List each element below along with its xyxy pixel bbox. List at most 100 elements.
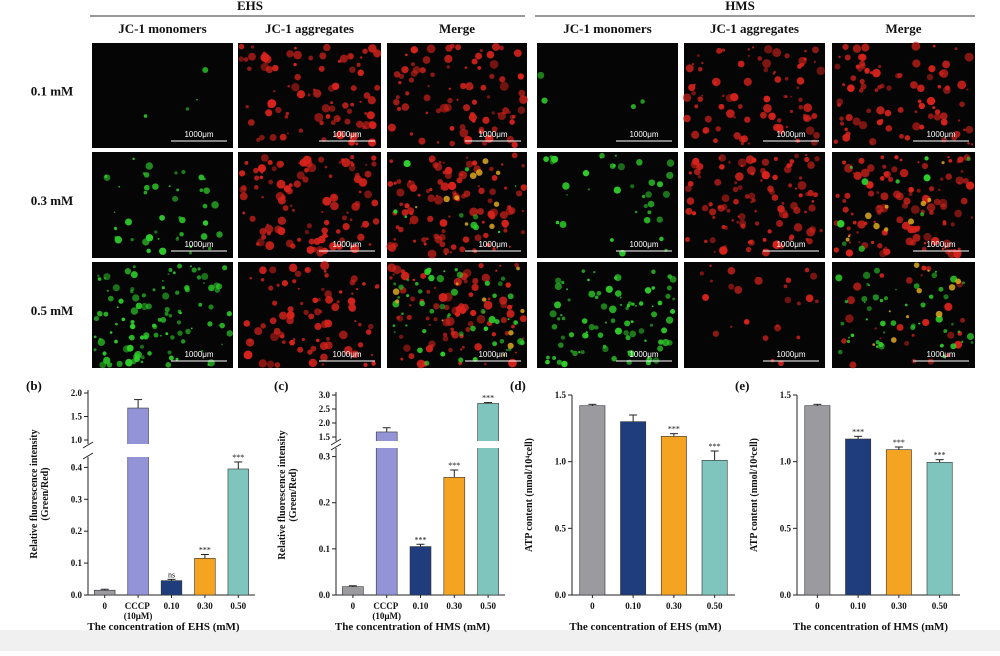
speckle bbox=[143, 332, 150, 339]
speckle bbox=[845, 237, 850, 242]
speckle bbox=[940, 345, 943, 348]
speckle bbox=[265, 109, 273, 117]
speckle bbox=[297, 287, 300, 290]
speckle bbox=[396, 106, 402, 112]
speckle bbox=[199, 188, 204, 193]
speckle bbox=[308, 313, 315, 320]
speckle bbox=[880, 320, 886, 327]
speckle bbox=[443, 195, 450, 203]
speckle bbox=[743, 77, 752, 87]
speckle bbox=[899, 168, 909, 178]
speckle bbox=[448, 347, 453, 353]
speckle bbox=[877, 243, 883, 249]
speckle bbox=[904, 135, 911, 141]
y-tick-label: 0.0 bbox=[71, 590, 83, 600]
speckle bbox=[963, 177, 969, 184]
speckle bbox=[912, 122, 921, 131]
speckle bbox=[772, 240, 782, 250]
speckle bbox=[858, 241, 861, 244]
speckle bbox=[899, 158, 903, 162]
speckle bbox=[459, 246, 466, 253]
speckle bbox=[364, 111, 368, 115]
speckle bbox=[284, 114, 289, 119]
speckle bbox=[708, 202, 713, 207]
speckle bbox=[410, 296, 416, 302]
speckle bbox=[489, 188, 496, 196]
speckle bbox=[323, 269, 327, 273]
speckle bbox=[456, 98, 459, 101]
speckle bbox=[211, 201, 219, 209]
speckle bbox=[393, 331, 396, 334]
speckle bbox=[709, 237, 716, 244]
speckle bbox=[336, 300, 340, 304]
speckle bbox=[358, 322, 362, 327]
speckle bbox=[413, 239, 417, 243]
speckle bbox=[272, 300, 278, 306]
speckle bbox=[293, 50, 302, 60]
speckle bbox=[172, 271, 176, 275]
speckle bbox=[389, 276, 393, 280]
micrograph: 1000μm bbox=[832, 262, 975, 369]
panel-label: (d) bbox=[510, 378, 526, 393]
speckle bbox=[872, 68, 881, 78]
speckle bbox=[439, 303, 446, 310]
speckle bbox=[588, 324, 595, 331]
speckle bbox=[763, 95, 771, 103]
speckle bbox=[426, 237, 429, 241]
row-title: 0.1 mM bbox=[31, 84, 74, 99]
speckle bbox=[147, 351, 152, 356]
speckle bbox=[810, 272, 818, 280]
speckle bbox=[308, 238, 315, 245]
speckle bbox=[762, 335, 769, 341]
speckle bbox=[103, 277, 107, 280]
speckle bbox=[112, 284, 120, 292]
speckle bbox=[688, 83, 696, 92]
speckle bbox=[463, 135, 473, 145]
speckle bbox=[198, 302, 203, 307]
speckle bbox=[629, 330, 637, 338]
speckle bbox=[97, 274, 100, 277]
speckle bbox=[487, 210, 496, 219]
speckle bbox=[789, 159, 795, 164]
speckle bbox=[774, 324, 782, 332]
speckle bbox=[713, 250, 716, 253]
speckle bbox=[749, 240, 753, 244]
speckle bbox=[203, 187, 210, 194]
speckle bbox=[745, 246, 752, 253]
speckle bbox=[960, 317, 966, 323]
speckle bbox=[124, 268, 132, 275]
speckle bbox=[460, 348, 463, 351]
speckle bbox=[434, 162, 443, 172]
speckle bbox=[115, 322, 118, 326]
speckle bbox=[965, 181, 975, 190]
speckle bbox=[442, 170, 447, 175]
speckle bbox=[459, 124, 466, 131]
bottom-strip bbox=[0, 630, 1000, 651]
bar bbox=[127, 407, 149, 596]
speckle bbox=[917, 84, 925, 93]
x-tick-label: 0.30 bbox=[197, 601, 213, 611]
y-tick-label: 0.4 bbox=[71, 462, 83, 472]
speckle bbox=[842, 198, 847, 203]
speckle bbox=[238, 170, 246, 177]
speckle bbox=[961, 340, 964, 343]
speckle bbox=[298, 128, 304, 133]
speckle bbox=[307, 93, 311, 97]
speckle bbox=[736, 220, 740, 224]
speckle bbox=[481, 220, 485, 224]
speckle bbox=[857, 66, 863, 72]
speckle bbox=[910, 81, 918, 89]
speckle bbox=[491, 175, 498, 181]
speckle bbox=[325, 114, 331, 119]
speckle bbox=[266, 360, 275, 369]
speckle bbox=[942, 60, 951, 69]
speckle bbox=[162, 292, 170, 300]
speckle bbox=[125, 358, 133, 367]
speckle bbox=[207, 321, 213, 327]
speckle bbox=[258, 359, 267, 368]
column-title: Merge bbox=[885, 21, 921, 36]
speckle bbox=[450, 331, 456, 336]
speckle bbox=[942, 86, 951, 95]
speckle bbox=[958, 181, 961, 184]
speckle bbox=[550, 155, 559, 163]
